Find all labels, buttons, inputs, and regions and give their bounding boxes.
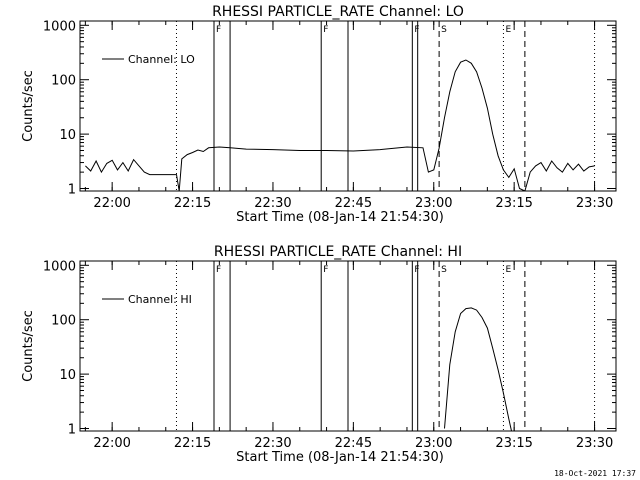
marker-label: F — [216, 25, 221, 35]
legend-label: Channel: HI — [128, 293, 192, 306]
x-tick-label: 22:15 — [174, 436, 211, 451]
marker-label: F — [216, 265, 221, 275]
x-tick-label: 22:00 — [93, 436, 130, 451]
timestamp-footer: 18-Oct-2021 17:37 — [554, 469, 636, 478]
x-tick-label: 23:15 — [495, 436, 532, 451]
y-tick-label: 1 — [68, 183, 76, 198]
x-axis-label: Start Time (08-Jan-14 21:54:30) — [236, 450, 444, 465]
x-tick-label: 22:00 — [93, 196, 130, 211]
chart-title: RHESSI PARTICLE_RATE Channel: HI — [214, 244, 462, 260]
marker-label: F — [323, 25, 328, 35]
marker-label: S — [441, 25, 447, 35]
x-tick-label: 23:15 — [495, 196, 532, 211]
y-axis-label: Counts/sec — [21, 310, 36, 382]
y-tick-label: 100 — [51, 74, 76, 89]
chart-title: RHESSI PARTICLE_RATE Channel: LO — [212, 4, 464, 20]
x-tick-label: 23:00 — [415, 436, 452, 451]
marker-label: E — [505, 25, 511, 35]
marker-label: F — [414, 25, 419, 35]
x-axis-label: Start Time (08-Jan-14 21:54:30) — [236, 210, 444, 225]
panel-lo: RHESSI PARTICLE_RATE Channel: LO 22:00 22:… — [21, 4, 617, 225]
marker-label: F — [414, 265, 419, 275]
y-tick-label: 1 — [68, 423, 76, 438]
series-line — [85, 59, 595, 191]
y-tick-label: 1000 — [43, 19, 76, 34]
x-tick-label: 22:45 — [335, 436, 372, 451]
legend-label: Channel: LO — [128, 53, 195, 66]
x-tick-label: 23:00 — [415, 196, 452, 211]
x-tick-label: 22:30 — [254, 436, 291, 451]
x-tick-label: 22:30 — [254, 196, 291, 211]
y-tick-label: 10 — [59, 368, 76, 383]
marker-label: E — [505, 265, 511, 275]
y-tick-label: 100 — [51, 314, 76, 329]
panel-hi: RHESSI PARTICLE_RATE Channel: HI 22:00 22:… — [21, 244, 617, 465]
series-line — [444, 307, 512, 431]
x-tick-label: 22:45 — [335, 196, 372, 211]
marker-label: S — [441, 265, 447, 275]
y-axis-label: Counts/sec — [21, 70, 36, 142]
y-tick-label: 1000 — [43, 259, 76, 274]
y-tick-label: 10 — [59, 128, 76, 143]
marker-label: F — [323, 265, 328, 275]
x-tick-label: 23:30 — [576, 196, 613, 211]
x-tick-label: 23:30 — [576, 436, 613, 451]
x-tick-label: 22:15 — [174, 196, 211, 211]
